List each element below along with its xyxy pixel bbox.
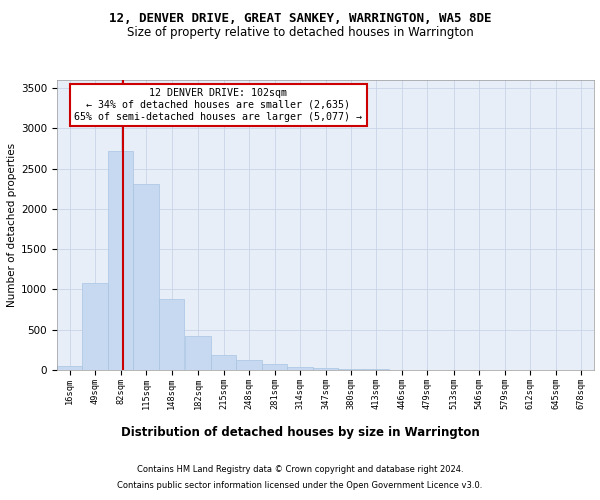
Bar [313, 368, 338, 370]
Bar [185, 336, 211, 370]
Bar [236, 360, 262, 370]
Text: Distribution of detached houses by size in Warrington: Distribution of detached houses by size … [121, 426, 479, 439]
Text: Size of property relative to detached houses in Warrington: Size of property relative to detached ho… [127, 26, 473, 39]
Bar [82, 283, 108, 370]
Bar [287, 367, 313, 370]
Text: Contains HM Land Registry data © Crown copyright and database right 2024.: Contains HM Land Registry data © Crown c… [137, 466, 463, 474]
Bar [57, 366, 82, 370]
Bar [211, 355, 236, 370]
Bar [338, 369, 364, 370]
Text: 12 DENVER DRIVE: 102sqm
← 34% of detached houses are smaller (2,635)
65% of semi: 12 DENVER DRIVE: 102sqm ← 34% of detache… [74, 88, 362, 122]
Bar [159, 299, 184, 370]
Bar [133, 184, 159, 370]
Bar [108, 151, 133, 370]
Text: Contains public sector information licensed under the Open Government Licence v3: Contains public sector information licen… [118, 480, 482, 490]
Bar [262, 364, 287, 370]
Y-axis label: Number of detached properties: Number of detached properties [7, 143, 17, 307]
Text: 12, DENVER DRIVE, GREAT SANKEY, WARRINGTON, WA5 8DE: 12, DENVER DRIVE, GREAT SANKEY, WARRINGT… [109, 12, 491, 26]
